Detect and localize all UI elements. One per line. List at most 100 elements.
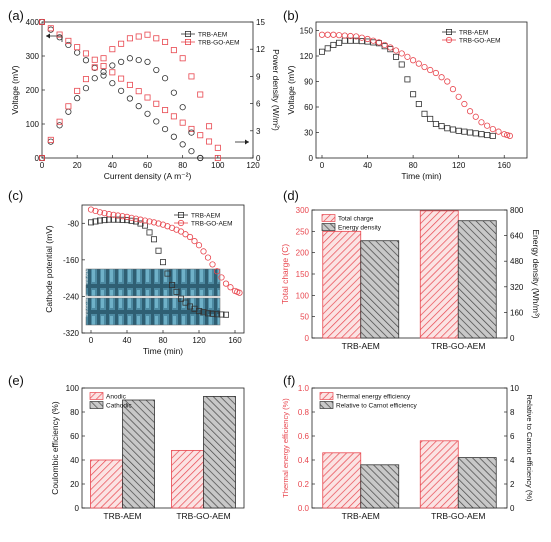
- panel-c-legend-label: TRB-GO-AEM: [191, 221, 233, 228]
- panel-a-series-2-point: [109, 62, 116, 69]
- panel-c-series-0-point: [213, 311, 220, 318]
- panel-c-series-1-point: [128, 214, 135, 221]
- panel-a-series-1-point: [118, 75, 125, 82]
- panel-a-left-tick-label: 200: [26, 86, 40, 95]
- panel-c-series-1-point: [227, 284, 234, 291]
- panel-f-y-axis-title: Thermal energy efficiency (%): [281, 398, 290, 498]
- panel-f-right-tick-label: 4: [510, 456, 515, 465]
- panel-a-series-3-point: [153, 35, 160, 42]
- panel-b-series-0-point: [387, 46, 394, 53]
- panel-d-legend-label: Energy density: [338, 225, 382, 232]
- panel-a-legend-point: [184, 39, 191, 46]
- panel-b-series-0-point: [347, 37, 354, 44]
- panel-f-legend-label: Thermal energy efficiency: [336, 394, 411, 401]
- panel-a-series-1-point: [162, 107, 169, 114]
- panel-c-series-1-point: [137, 216, 144, 223]
- panel-a-label: (a): [8, 8, 24, 23]
- panel-f-legend-swatch: [319, 392, 334, 400]
- panel-d-legend-label: Total charge: [338, 216, 374, 223]
- panel-a-series-3-point: [135, 33, 142, 40]
- panel-c-series-0-point: [159, 259, 166, 266]
- panel-b-series-1-point: [461, 100, 468, 108]
- panel-b-series-1-point: [503, 131, 511, 139]
- panel-b-series-0-point: [438, 123, 445, 130]
- panel-c-series-0-point: [164, 270, 171, 277]
- panel-b-series-1-point: [506, 132, 514, 139]
- panel-b-series-0-point: [478, 131, 485, 138]
- panel-d-left-tick-label: 300: [296, 206, 310, 215]
- panel-a-series-2-point: [82, 85, 90, 92]
- panel-c-series-0-point: [150, 236, 157, 243]
- panel-e-bar: [122, 399, 155, 509]
- panel-a-series-1-point: [188, 125, 195, 132]
- panel-c-legend-point: [177, 211, 184, 218]
- panel-f-left-tick-label: 0.2: [298, 480, 310, 489]
- panel-a-series-3-point: [214, 154, 221, 161]
- panel-d-right-tick-label: 0: [510, 334, 515, 343]
- panel-c-series-0-point: [218, 311, 225, 318]
- panel-a-x-tick-label: 120: [246, 161, 260, 170]
- panel-a-series-1-point: [214, 144, 221, 151]
- panel-f-right-tick-label: 2: [510, 480, 515, 489]
- panel-a-left-tick-label: 300: [26, 52, 40, 61]
- panel-a-series-3-point: [206, 123, 213, 130]
- panel-c-series-0-point: [173, 288, 180, 295]
- panel-a-series-0-point: [179, 141, 186, 148]
- panel-c-photo-label: TRB-AEM: [85, 269, 89, 285]
- panel-f-left-tick-label: 1.0: [298, 384, 310, 393]
- panel-b-series-1-point: [358, 34, 365, 41]
- panel-f-right-tick-label: 10: [510, 384, 519, 393]
- panel-b-left-tick-label: 0: [309, 154, 314, 163]
- panel-b-series-1-point: [432, 69, 439, 77]
- panel-c-x-tick-label: 160: [228, 336, 242, 345]
- panel-c-series-1-point: [186, 233, 194, 241]
- panel-a-series-1-point: [206, 138, 213, 145]
- panel-a-series-3-point: [179, 55, 186, 62]
- panel-a-series-2-point: [100, 68, 107, 75]
- panel-a-right-tick-label: 3: [256, 127, 261, 136]
- panel-c-series-1-point: [191, 238, 198, 245]
- panel-b-series-1-point: [438, 74, 445, 81]
- panel-e-legend-label: Cathodic: [106, 403, 132, 410]
- panel-d-bar: [457, 220, 497, 339]
- panel-a-series-1-point: [126, 81, 133, 88]
- panel-a-series-2-point: [126, 55, 134, 62]
- panel-c-series-1-point: [213, 268, 221, 275]
- panel-a-right-tick-label: 9: [256, 72, 261, 81]
- panel-b-series-0-point: [489, 132, 496, 139]
- panel-a-series-3-point: [39, 154, 46, 161]
- panel-c-series-1-point: [96, 209, 104, 216]
- panel-b-series-1-point: [455, 93, 462, 100]
- panel-a-left-tick-label: 100: [26, 120, 40, 129]
- panel-d-right-tick-label: 640: [510, 232, 524, 241]
- panel-b-series-1-point: [427, 66, 434, 74]
- panel-d-right-tick-label: 800: [510, 206, 524, 215]
- panel-b-x-tick-label: 160: [498, 161, 512, 170]
- panel-b-series-0-point: [341, 37, 348, 44]
- panel-d-left-tick-label: 50: [300, 313, 309, 322]
- panel-c-series-0-point: [110, 216, 117, 223]
- panel-b-legend-label: TRB-AEM: [459, 30, 488, 37]
- panel-c-series-0-point: [168, 281, 175, 288]
- panel-a-series-2-point: [74, 95, 81, 102]
- panel-a-series-2-point: [161, 75, 169, 82]
- panel-c-series-1-point: [105, 211, 113, 218]
- panel-a-series-1-point: [144, 94, 151, 101]
- panel-b-series-0-point: [472, 130, 479, 137]
- panel-a-arrow-left: [46, 35, 63, 42]
- panel-c-series-1-point: [182, 231, 189, 238]
- panel-f-label: (f): [283, 373, 295, 388]
- panel-b-series-1-point: [387, 44, 394, 51]
- panel-a-series-2-point: [144, 58, 151, 65]
- panel-a-y-axis-title: Voltage (mV): [10, 65, 20, 114]
- panel-a-series-1-point: [56, 31, 63, 38]
- panel-b-series-0-point: [324, 45, 331, 52]
- panel-b-series-0-point: [318, 48, 325, 55]
- panel-a-series-1-point: [197, 132, 204, 139]
- panel-c-series-0-point: [200, 309, 207, 316]
- panel-a-series-1-point: [74, 44, 81, 51]
- panel-b-series-1-point: [375, 39, 383, 46]
- panel-d-legend-swatch: [321, 214, 336, 222]
- panel-d-left-tick-label: 200: [296, 249, 310, 258]
